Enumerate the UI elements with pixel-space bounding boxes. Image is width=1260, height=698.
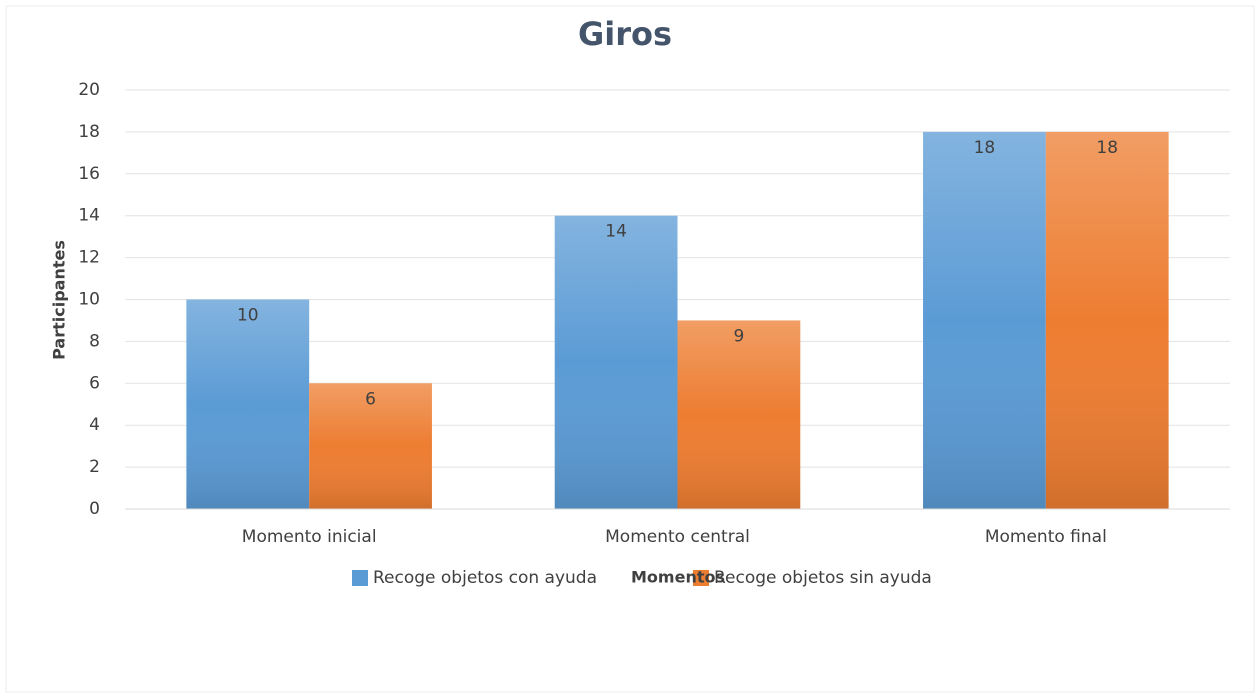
y-tick-label: 18 — [78, 122, 100, 142]
chart-title: Giros — [578, 15, 672, 53]
y-tick-label: 6 — [89, 373, 100, 393]
y-tick-label: 16 — [78, 164, 100, 184]
y-tick-label: 12 — [78, 248, 100, 268]
bar — [554, 215, 678, 509]
y-tick-label: 4 — [89, 415, 100, 435]
legend-label: Recoge objetos con ayuda — [373, 568, 597, 588]
bar — [186, 299, 310, 509]
y-tick-label: 8 — [89, 331, 100, 351]
legend-swatch — [693, 570, 709, 586]
bar — [1045, 131, 1169, 509]
y-axis-title: Participantes — [50, 240, 69, 360]
x-tick-label: Momento final — [985, 527, 1107, 547]
data-label: 14 — [605, 222, 627, 242]
x-axis-title: Momentos — [631, 568, 725, 587]
y-tick-label: 14 — [78, 206, 100, 226]
data-label: 10 — [237, 306, 259, 326]
data-label: 18 — [974, 138, 996, 158]
x-tick-label: Momento inicial — [242, 527, 377, 547]
x-tick-label: Momento central — [605, 527, 750, 547]
y-tick-label: 0 — [89, 499, 100, 519]
y-tick-label: 20 — [78, 80, 100, 100]
bar — [677, 320, 801, 509]
y-tick-label: 2 — [89, 457, 100, 477]
data-label: 9 — [733, 326, 744, 346]
data-label: 18 — [1096, 138, 1118, 158]
y-tick-label: 10 — [78, 290, 100, 310]
legend-swatch — [352, 570, 368, 586]
legend-label: Recoge objetos sin ayuda — [714, 568, 932, 588]
data-label: 6 — [365, 389, 376, 409]
bar — [923, 131, 1046, 509]
